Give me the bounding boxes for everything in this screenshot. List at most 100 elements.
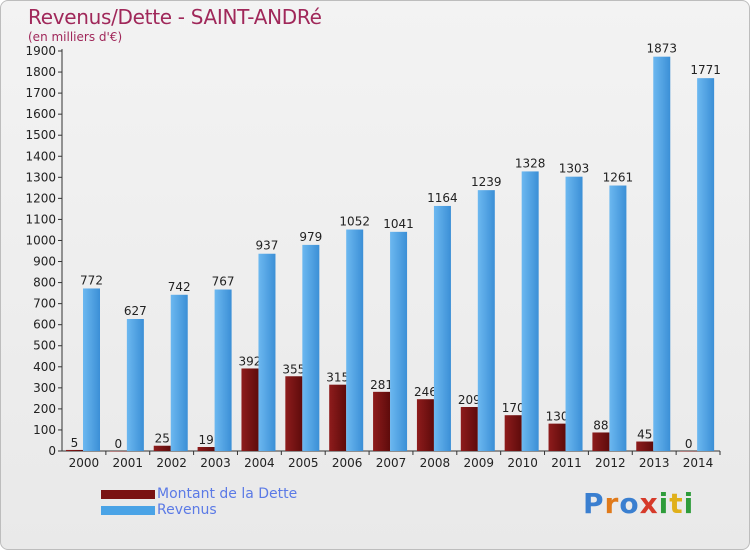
- logo-letter: i: [683, 487, 695, 520]
- data-label-dette: 25: [155, 432, 170, 446]
- data-label-dette: 209: [458, 393, 481, 407]
- data-label-dette: 392: [239, 354, 262, 368]
- y-tick-label: 700: [33, 297, 56, 311]
- bar-dette: [460, 407, 478, 451]
- legend-swatch-revenus: [101, 506, 155, 515]
- x-tick-label: 2007: [376, 456, 407, 470]
- bar-dette: [109, 451, 127, 452]
- bar-chart: 0100200300400500600700800900100011001200…: [25, 42, 721, 470]
- bar-dette: [329, 384, 347, 451]
- y-tick-label: 500: [33, 339, 56, 353]
- logo-letter: t: [669, 487, 684, 520]
- bar-dette: [416, 399, 434, 451]
- data-label-revenus: 1771: [690, 63, 721, 77]
- data-label-dette: 130: [546, 410, 569, 424]
- logo-letter: x: [639, 487, 659, 520]
- bar-dette: [66, 449, 83, 451]
- data-label-revenus: 1239: [471, 175, 502, 189]
- x-tick-label: 2011: [551, 456, 582, 470]
- legend-label-dette: Montant de la Dette: [157, 486, 298, 502]
- data-label-revenus: 979: [299, 230, 322, 244]
- proxiti-logo: Proxiti: [583, 487, 694, 520]
- bar-revenus: [433, 205, 451, 451]
- y-tick-label: 1700: [25, 86, 56, 100]
- data-label-revenus: 767: [212, 275, 235, 289]
- data-label-dette: 0: [685, 437, 693, 451]
- y-tick-label: 600: [33, 318, 56, 332]
- bar-dette: [504, 415, 522, 451]
- x-tick-label: 2009: [463, 456, 494, 470]
- bar-dette: [197, 447, 215, 451]
- data-label-dette: 19: [198, 433, 213, 447]
- data-label-dette: 5: [71, 436, 79, 450]
- x-tick-label: 2012: [595, 456, 626, 470]
- bar-revenus: [258, 253, 276, 451]
- y-tick-label: 1100: [25, 212, 56, 226]
- bar-revenus: [214, 289, 232, 451]
- x-tick-label: 2001: [113, 456, 144, 470]
- legend-swatch-dette: [101, 490, 155, 499]
- x-tick-label: 2002: [156, 456, 187, 470]
- bar-dette: [285, 376, 303, 451]
- x-tick-label: 2005: [288, 456, 319, 470]
- y-tick-label: 1600: [25, 107, 56, 121]
- bar-dette: [548, 423, 566, 451]
- y-tick-label: 900: [33, 255, 56, 269]
- data-label-revenus: 1052: [339, 215, 370, 229]
- bar-revenus: [565, 176, 583, 451]
- bar-dette: [373, 391, 391, 451]
- bar-dette: [241, 368, 259, 451]
- bar-dette: [153, 445, 171, 451]
- bar-dette: [680, 451, 698, 452]
- bar-revenus: [83, 288, 100, 451]
- y-tick-label: 0: [48, 444, 56, 458]
- data-label-dette: 315: [326, 371, 349, 385]
- data-label-revenus: 1261: [603, 171, 634, 185]
- data-label-revenus: 937: [256, 239, 279, 253]
- x-tick-label: 2008: [420, 456, 451, 470]
- y-tick-label: 400: [33, 360, 56, 374]
- y-tick-label: 1900: [25, 44, 56, 58]
- data-label-dette: 45: [637, 428, 652, 442]
- data-label-revenus: 1328: [515, 156, 546, 170]
- bar-revenus: [346, 229, 364, 451]
- y-tick-label: 1400: [25, 149, 56, 163]
- chart-subtitle: (en milliers d'€): [28, 30, 123, 44]
- data-label-dette: 0: [115, 437, 123, 451]
- data-label-dette: 170: [502, 401, 525, 415]
- data-label-revenus: 1041: [383, 217, 414, 231]
- data-label-revenus: 1164: [427, 191, 458, 205]
- logo-letter: o: [619, 487, 640, 520]
- data-label-revenus: 742: [168, 280, 191, 294]
- data-label-dette: 246: [414, 385, 437, 399]
- x-tick-label: 2000: [69, 456, 100, 470]
- bar-revenus: [302, 244, 320, 451]
- x-tick-label: 2004: [244, 456, 275, 470]
- x-tick-label: 2013: [639, 456, 670, 470]
- data-label-revenus: 1303: [559, 162, 590, 176]
- bar-dette: [636, 441, 654, 451]
- data-label-revenus: 1873: [646, 42, 677, 56]
- data-label-revenus: 627: [124, 304, 147, 318]
- y-tick-label: 800: [33, 276, 56, 290]
- data-label-revenus: 772: [80, 273, 103, 287]
- y-tick-label: 100: [33, 423, 56, 437]
- bar-revenus: [609, 185, 627, 452]
- chart-title: Revenus/Dette - SAINT-ANDRé: [28, 5, 322, 29]
- data-label-dette: 355: [282, 362, 305, 376]
- logo-letter: r: [604, 487, 620, 520]
- y-tick-label: 1300: [25, 170, 56, 184]
- y-tick-label: 300: [33, 381, 56, 395]
- y-tick-label: 1000: [25, 233, 56, 247]
- x-tick-label: 2003: [200, 456, 231, 470]
- bar-revenus: [170, 294, 188, 451]
- y-tick-label: 1800: [25, 65, 56, 79]
- bar-revenus: [126, 319, 144, 451]
- bar-revenus: [390, 231, 408, 451]
- x-tick-label: 2010: [507, 456, 538, 470]
- y-tick-label: 200: [33, 402, 56, 416]
- legend-label-revenus: Revenus: [157, 502, 217, 518]
- bar-revenus: [697, 78, 715, 451]
- logo-letter: i: [658, 487, 670, 520]
- data-label-dette: 88: [593, 418, 608, 432]
